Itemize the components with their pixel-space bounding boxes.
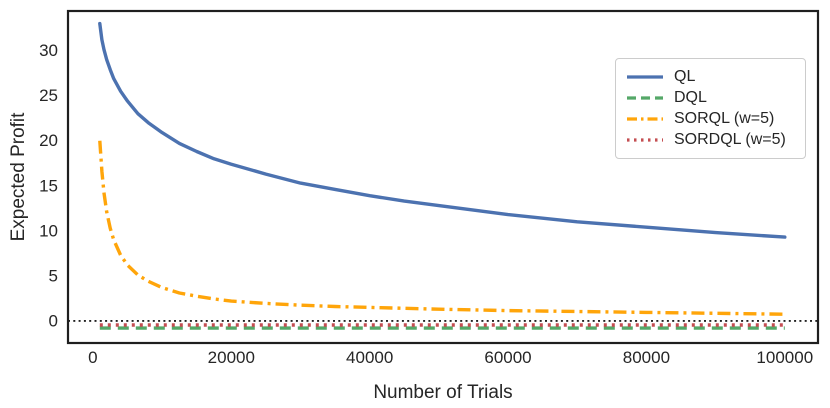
legend-label-ql: QL	[674, 68, 696, 85]
x-tick-label: 0	[88, 348, 97, 367]
legend-line-sample-sorql-w-5	[627, 117, 663, 121]
y-tick-label: 0	[49, 311, 58, 330]
y-tick-label: 15	[39, 176, 58, 195]
legend-item-dql: DQL	[626, 88, 795, 108]
plot-border	[66, 9, 820, 345]
x-axis-tick-labels: 0 20000 40000 60000 80000 100000	[88, 348, 813, 367]
legend-line-sample-ql	[627, 75, 663, 79]
legend-line-sample-sordql-w-5	[627, 138, 663, 142]
y-axis-label: Expected Profit	[8, 112, 29, 242]
legend-label-dql: DQL	[674, 89, 707, 106]
x-tick-label: 100000	[756, 348, 813, 367]
x-tick-label: 40000	[346, 348, 393, 367]
legend-item-ql: QL	[626, 67, 795, 87]
legend-label-sorql-w-5: SORQL (w=5)	[674, 110, 775, 127]
legend-line-sample-dql	[627, 96, 663, 100]
legend-item-sorql-w-5: SORQL (w=5)	[626, 109, 795, 129]
x-tick-label: 60000	[484, 348, 531, 367]
x-tick-label: 20000	[208, 348, 255, 367]
legend-item-sordql-w-5: SORDQL (w=5)	[626, 130, 795, 150]
x-axis-label: Number of Trials	[373, 382, 512, 403]
y-tick-label: 30	[39, 41, 58, 60]
y-tick-label: 25	[39, 86, 58, 105]
y-tick-label: 10	[39, 221, 58, 240]
y-tick-label: 20	[39, 131, 58, 150]
y-axis-tick-labels: 0 5 10 15 20 25 30	[39, 41, 58, 330]
y-tick-label: 5	[49, 266, 58, 285]
series-line-ql	[98, 21, 787, 239]
legend-label-sordql-w-5: SORDQL (w=5)	[674, 131, 786, 148]
series-lines	[98, 21, 787, 330]
x-tick-label: 80000	[623, 348, 670, 367]
legend: QL DQL SORQL (w=5) SORDQL (w=5)	[615, 58, 806, 159]
series-line-sorql-w-5	[98, 140, 785, 316]
